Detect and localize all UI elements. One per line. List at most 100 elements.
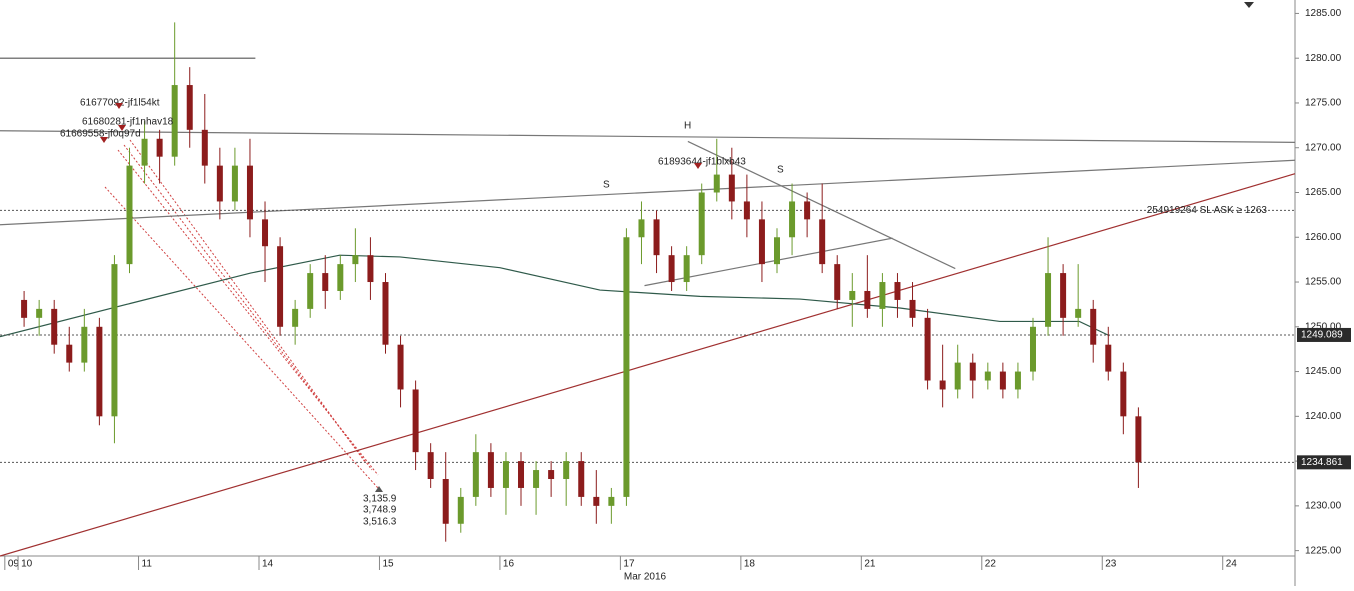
x-tick-label: 16 [503,559,515,570]
candle-body [864,290,871,309]
y-tick-label: 1265.00 [1305,187,1342,198]
annotation: 61893644-jf1blxb43 [658,157,746,168]
order-marker [118,125,126,131]
annotation: 3,135.9 [363,494,397,505]
candle-body [66,344,73,363]
candle-body [487,452,494,488]
candle-body [774,237,780,265]
candle-body [141,138,148,166]
annotation: 61680281-jf1nhav18 [82,117,174,128]
candle-body [337,264,344,291]
price-tag [1297,327,1351,342]
candle-body [472,452,479,497]
candle-body [939,380,946,390]
y-tick-label: 1285.00 [1305,8,1342,19]
candle-body [442,479,449,524]
candle-body [502,461,509,488]
candle-body [698,192,705,256]
order-arrows [104,139,379,489]
candle-body [668,255,675,283]
candle-body [894,282,901,300]
candle-body [548,470,555,480]
candle-body [397,344,404,390]
candle-body [728,174,735,202]
candle-body [563,461,570,480]
price-tag-label: 1249.089 [1301,330,1343,341]
candle-body [51,308,58,345]
candle-body [819,219,826,265]
candle-body [713,174,720,193]
candle-body [789,201,796,238]
price-tag [1297,455,1351,470]
candle-body [653,219,660,256]
y-tick-label: 1255.00 [1305,277,1342,288]
candle-body [216,165,223,202]
order-marker [694,163,702,169]
annotation: 3,516.3 [363,517,397,528]
candle-body [758,219,765,265]
candle-body [367,255,374,283]
candle-body [623,237,630,497]
candle-body [578,461,585,497]
candle-body [21,299,28,318]
y-tick-label: 1225.00 [1305,545,1342,556]
candle-body [412,389,419,453]
x-tick-label: 18 [744,559,756,570]
x-tick-label: 09 [8,559,20,570]
trendline [0,173,1296,557]
price-tag-label: 1234.861 [1301,457,1343,468]
y-tick-label: 1280.00 [1305,53,1342,64]
candle-body [743,201,750,220]
candle-body [277,246,284,327]
candle-body [909,299,916,318]
y-tick-label: 1275.00 [1305,98,1342,109]
order-marker [115,103,123,109]
candle-body [608,496,615,506]
candle-body [262,219,269,247]
candle-body [111,264,118,417]
candle-body [984,371,991,381]
y-tick-label: 1240.00 [1305,411,1342,422]
moving-average [0,254,1110,338]
candle-body [307,273,314,309]
x-tick-label: 17 [623,559,635,570]
y-tick-label: 1260.00 [1305,232,1342,243]
candle-body [186,85,193,130]
candle-body [1120,371,1127,417]
annotation: S [603,180,610,191]
y-tick-label: 1250.00 [1305,321,1342,332]
candle-body [81,326,88,363]
candle-body [1075,308,1082,318]
candle-body [382,282,389,345]
candle-body [1029,326,1036,372]
candle-body [322,273,329,291]
x-tick-label: 14 [262,559,274,570]
candle-body [1060,273,1067,318]
candle-body [1014,371,1021,390]
candle-body [638,219,645,238]
scroll-marker [1244,2,1254,8]
candle-body [171,85,178,157]
candle-body [156,138,163,157]
y-tick-label: 1270.00 [1305,142,1342,153]
x-tick-label: 11 [142,559,153,570]
y-tick-label: 1245.00 [1305,366,1342,377]
candle-body [969,362,976,381]
candle-body [1090,308,1097,345]
candle-body [36,308,43,318]
candle-body [834,264,841,300]
trendline [687,140,956,270]
candle-body [518,461,525,488]
candle-body [1105,344,1112,372]
candle-body [849,290,856,300]
candle-body [593,496,600,506]
x-tick-label: 21 [864,559,876,570]
candle-body [126,165,133,265]
candle-body [804,201,811,220]
candle-body [1045,273,1052,327]
x-tick-label: 22 [985,559,997,570]
candle-body [246,165,253,220]
candle-body [954,362,961,390]
